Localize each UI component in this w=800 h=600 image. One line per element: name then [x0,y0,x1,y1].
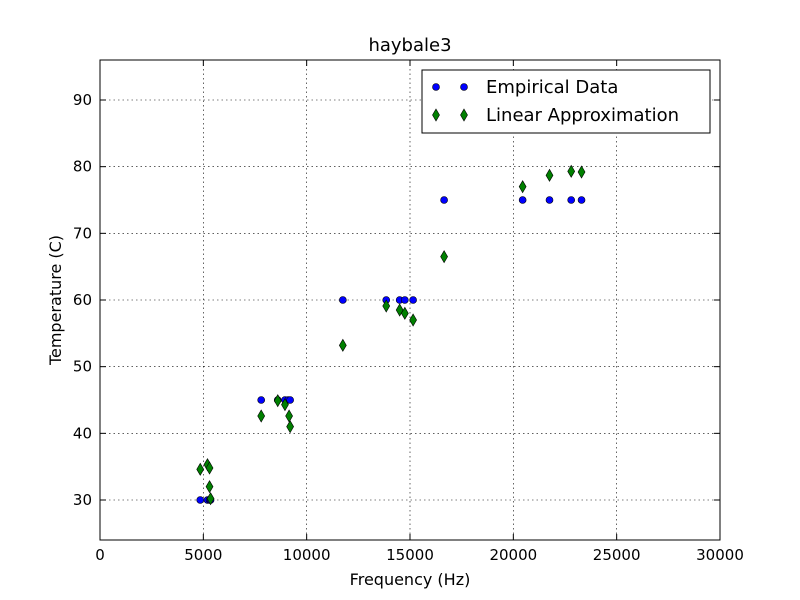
data-point-linear-approximation [400,306,409,320]
data-point-linear-approximation [518,180,527,194]
data-point-linear-approximation [206,492,215,506]
y-tick-label: 40 [73,424,92,442]
data-point-linear-approximation [382,299,391,313]
legend-label-empirical: Empirical Data [486,77,618,98]
legend-marker-linear-left [432,108,440,122]
data-point-linear-approximation [281,398,289,412]
y-tick-label: 50 [73,358,92,376]
legend-marker-empirical-right [460,83,468,91]
data-point-empirical [401,296,409,304]
y-tick-label: 70 [73,224,92,242]
data-point-empirical [339,296,347,304]
data-point-linear-approximation [577,165,586,179]
x-tick-label: 30000 [696,546,744,564]
x-tick-label: 20000 [489,546,537,564]
data-point-linear-approximation [196,462,205,476]
y-tick-label: 80 [73,158,92,176]
tick-layer: 0 5000 10000 15000 20000 25000 30000 30 40 50 60 70… [73,60,744,564]
data-point-linear-approximation [409,313,417,327]
x-tick-label: 25000 [593,546,641,564]
data-point-empirical [196,496,205,504]
legend-label-linear: Linear Approximation [486,105,679,126]
data-point-empirical [567,196,576,204]
data-point-linear-approximation [338,338,347,352]
x-axis-label: Frequency (Hz) [350,570,471,589]
legend-marker-empirical-left [432,83,440,91]
y-tick-label: 90 [73,91,92,109]
legend-marker-linear-right [460,108,468,122]
x-tick-label: 5000 [184,546,222,564]
data-point-empirical [409,296,417,304]
data-point-linear-approximation [273,394,282,408]
x-tick-label: 0 [95,546,105,564]
y-tick-label: 30 [73,491,92,509]
data-point-linear-approximation [286,420,294,434]
y-axis-label: Temperature (C) [46,235,65,366]
x-tick-label: 15000 [386,546,434,564]
data-point-empirical [577,196,586,204]
data-point-empirical [518,196,527,204]
data-point-linear-approximation [257,409,266,423]
data-point-linear-approximation [545,168,554,182]
data-point-empirical [440,196,448,204]
data-point-linear-approximation [205,480,214,494]
data-point-empirical [545,196,554,204]
data-point-linear-approximation [205,461,214,475]
chart-title: haybale3 [368,35,451,56]
legend: Empirical Data Linear Approximation [421,69,711,134]
x-tick-label: 10000 [283,546,331,564]
data-layer [196,164,586,506]
data-point-linear-approximation [440,250,448,264]
legend-box [421,69,711,134]
y-tick-label: 60 [73,291,92,309]
data-point-empirical [286,396,294,404]
data-point-linear-approximation [567,164,576,178]
data-point-empirical [257,396,266,404]
